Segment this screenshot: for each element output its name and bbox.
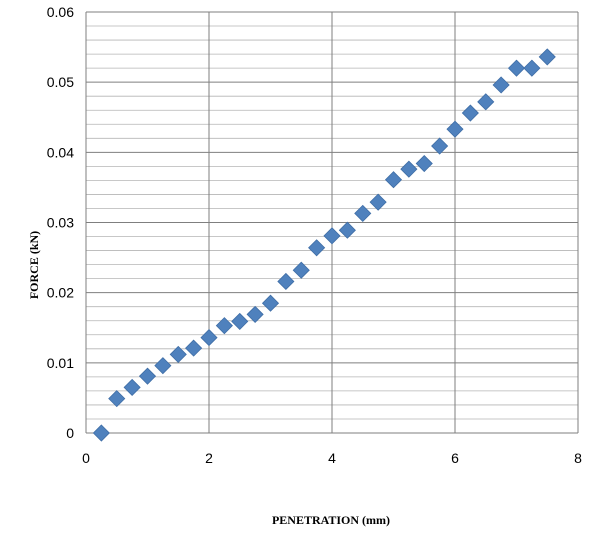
tick-labels: 0 0.01 0.02 0.03 0.04 0.05 0.06 0 2 4 6 8 (47, 4, 582, 466)
data-point (415, 154, 433, 173)
data-point (231, 312, 249, 331)
x-axis-title: PENETRATION (mm) (272, 513, 390, 527)
data-point (308, 239, 326, 257)
data-point (461, 104, 479, 122)
x-tick-label: 6 (451, 450, 459, 466)
y-tick-label: 0.02 (47, 285, 74, 301)
data-point (338, 221, 356, 239)
data-points (92, 48, 556, 442)
data-point (215, 317, 233, 335)
data-point (154, 357, 172, 375)
data-point (200, 329, 218, 347)
x-tick-label: 0 (82, 450, 90, 466)
data-point (446, 120, 464, 138)
y-axis-title: FORCE (kN) (27, 231, 41, 299)
data-point (400, 160, 418, 178)
y-tick-label: 0.05 (47, 74, 74, 90)
y-tick-label: 0 (66, 425, 74, 441)
data-point (492, 76, 510, 94)
data-point (384, 171, 403, 189)
data-point (354, 204, 372, 222)
x-tick-label: 2 (205, 450, 213, 466)
data-point (292, 261, 310, 279)
data-point (523, 59, 541, 77)
x-tick-label: 4 (328, 450, 336, 466)
data-point (108, 390, 126, 408)
data-point (169, 345, 187, 363)
data-point (185, 339, 203, 357)
data-point (92, 424, 110, 442)
y-tick-label: 0.04 (47, 144, 74, 160)
data-point (507, 59, 526, 77)
data-point (369, 193, 387, 211)
data-point (323, 227, 341, 245)
data-point (477, 93, 495, 111)
data-point (123, 378, 141, 396)
data-point (261, 294, 280, 312)
data-point (538, 48, 556, 66)
data-point (246, 305, 264, 323)
x-tick-label: 8 (574, 450, 582, 466)
data-point (138, 367, 157, 385)
y-tick-label: 0.06 (47, 4, 74, 20)
data-point (431, 137, 449, 155)
y-tick-label: 0.01 (47, 355, 74, 371)
grid (85, 11, 579, 434)
y-tick-label: 0.03 (47, 215, 74, 231)
data-point (277, 272, 295, 291)
